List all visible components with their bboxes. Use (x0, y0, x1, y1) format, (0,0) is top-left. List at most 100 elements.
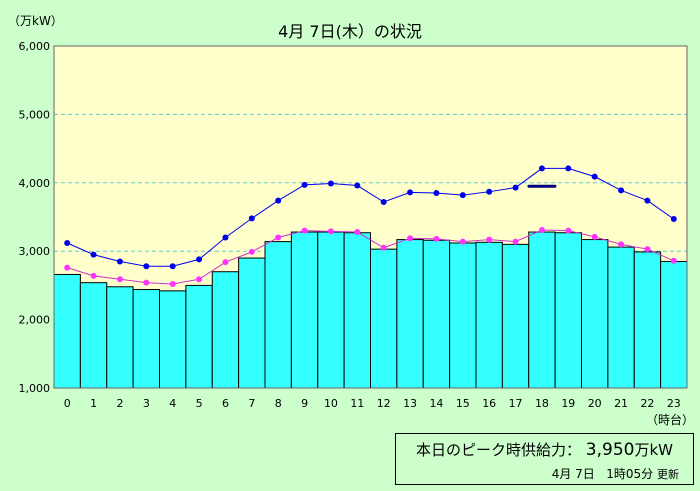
forecast-point (670, 257, 677, 264)
supply-point (90, 251, 97, 258)
forecast-point (512, 238, 519, 245)
x-tick-label: 11 (350, 397, 364, 410)
forecast-point (538, 226, 545, 233)
demand-bar (132, 289, 160, 389)
supply-point (301, 181, 308, 188)
demand-bar (79, 282, 108, 389)
supply-point (64, 239, 71, 246)
x-tick-label: 17 (509, 397, 523, 410)
supply-point (143, 263, 150, 270)
demand-bar (238, 257, 266, 389)
supply-point (565, 165, 572, 172)
demand-bar (211, 271, 240, 389)
demand-bar (370, 248, 398, 389)
forecast-point (143, 279, 150, 286)
x-tick-label: 21 (614, 397, 628, 410)
y-axis-unit: （万kW） (8, 14, 63, 28)
forecast-point (90, 272, 97, 279)
forecast-point (618, 241, 625, 248)
forecast-point (275, 234, 282, 241)
x-tick-label: 14 (429, 397, 443, 410)
update-time: 1時05分 (606, 467, 654, 481)
supply-point (538, 165, 545, 172)
supply-point (591, 173, 598, 180)
y-tick-labels: 1,000 2,000 3,000 4,000 5,000 6,000 (19, 40, 51, 395)
y-tick-label: 6,000 (19, 40, 51, 53)
x-tick-label: 7 (248, 397, 255, 410)
supply-point (275, 197, 282, 204)
demand-bar (185, 284, 213, 389)
demand-bar (528, 231, 556, 389)
supply-point (670, 216, 677, 223)
demand-bar (264, 241, 292, 389)
supply-series (64, 165, 677, 270)
x-tick-label: 16 (482, 397, 496, 410)
peak-row: 本日のピーク時供給力： 3,950万kW (396, 439, 693, 460)
x-tick-label: 9 (301, 397, 308, 410)
x-tick-label: 18 (535, 397, 549, 410)
x-axis-unit: （時台） (646, 413, 695, 427)
supply-point (380, 198, 387, 205)
forecast-line (67, 229, 675, 285)
peak-label: 本日のピーク時供給力： (416, 441, 582, 459)
forecast-point (327, 228, 334, 235)
demand-bar (581, 239, 609, 389)
forecast-point (591, 233, 598, 240)
x-tick-labels: 0 1 2 3 4 5 6 7 8 9 10 11 12 13 14 15 16 17 18 19 20 21 22 23 (64, 397, 681, 410)
chart-title: 4月 7日(木）の状況 (278, 22, 422, 41)
supply-point (169, 263, 176, 270)
plot-frame (53, 45, 688, 389)
x-tick-label: 22 (640, 397, 654, 410)
forecast-point (248, 248, 255, 255)
supply-point (433, 190, 440, 197)
demand-bar (633, 251, 662, 389)
forecast-point (64, 264, 71, 271)
x-tick-label: 5 (196, 397, 203, 410)
y-tick-label: 2,000 (19, 314, 51, 327)
forecast-point (222, 259, 229, 266)
update-label: 更新 (657, 468, 679, 481)
supply-line (66, 167, 675, 267)
demand-bar (554, 232, 582, 389)
supply-point (116, 258, 123, 265)
demand-bar (607, 246, 635, 389)
demand-bar (159, 290, 187, 389)
x-tick-label: 2 (116, 397, 123, 410)
x-tick-label: 4 (169, 397, 176, 410)
demand-bar (106, 286, 134, 389)
peak-unit: 万kW (634, 441, 673, 459)
supply-point (222, 234, 229, 241)
y-tick-label: 5,000 (19, 108, 51, 121)
forecast-point (644, 246, 651, 253)
x-tick-label: 10 (324, 397, 338, 410)
demand-bar (660, 260, 688, 389)
x-tick-label: 13 (403, 397, 417, 410)
y-tick-label: 3,000 (19, 245, 51, 258)
supply-point (196, 256, 203, 263)
supply-point (354, 182, 361, 189)
forecast-point (407, 235, 414, 242)
forecast-point (354, 229, 361, 236)
x-tick-label: 23 (667, 397, 681, 410)
x-tick-label: 1 (90, 397, 97, 410)
peak-info-box: 本日のピーク時供給力： 3,950万kW 4月 7日 1時05分 更新 (395, 433, 694, 485)
x-tick-label: 0 (64, 397, 71, 410)
supply-point (512, 184, 519, 191)
forecast-series (64, 226, 677, 288)
forecast-point (433, 235, 440, 242)
demand-bar (290, 231, 319, 389)
demand-bars (53, 231, 688, 389)
supply-point (644, 197, 651, 204)
demand-bar (53, 273, 81, 389)
forecast-point (301, 227, 308, 234)
x-tick-label: 19 (561, 397, 575, 410)
demand-bar (343, 232, 371, 389)
demand-bar (317, 231, 345, 389)
x-tick-label: 12 (377, 397, 391, 410)
x-tick-label: 6 (222, 397, 229, 410)
update-row: 4月 7日 1時05分 更新 (552, 465, 679, 482)
supply-point (618, 187, 625, 194)
supply-point (327, 180, 334, 187)
forecast-point (116, 276, 123, 283)
